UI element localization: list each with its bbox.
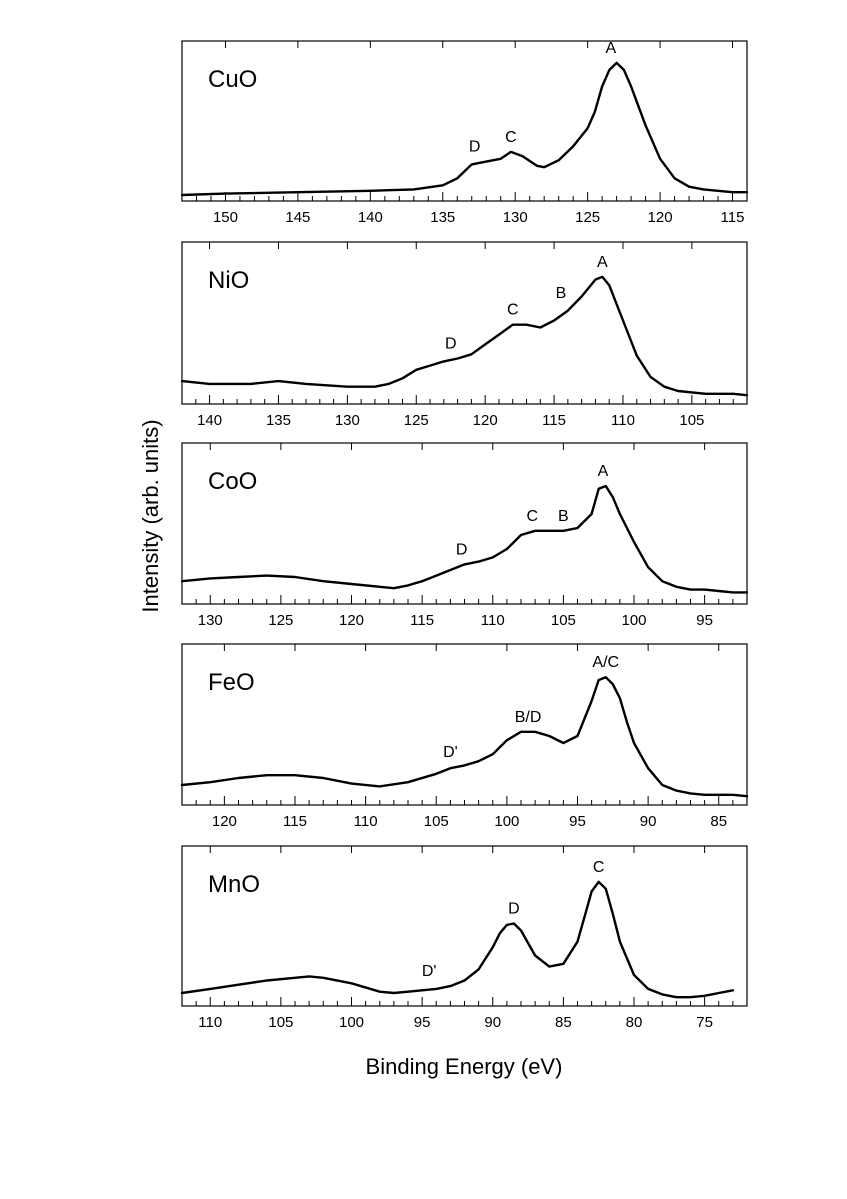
- compound-label: FeO: [208, 669, 255, 696]
- y-axis-title: Intensity (arb. units): [138, 419, 163, 612]
- peak-label: D': [443, 744, 458, 761]
- panel-frame: [181, 845, 748, 1007]
- peak-label: D': [422, 963, 437, 980]
- x-tick-label: 75: [696, 1014, 713, 1031]
- x-tick-label: 120: [473, 412, 498, 429]
- compound-label: MnO: [208, 871, 260, 898]
- x-tick-label: 95: [696, 612, 713, 629]
- x-tick-label: 100: [621, 612, 646, 629]
- x-axis-title: Binding Energy (eV): [366, 1054, 563, 1079]
- peak-label: D: [456, 541, 468, 558]
- x-tick-label: 110: [198, 1014, 222, 1031]
- x-tick-label: 125: [404, 412, 429, 429]
- x-tick-label: 80: [626, 1014, 643, 1031]
- x-tick-label: 125: [268, 612, 293, 629]
- x-tick-label: 140: [197, 412, 222, 429]
- spectrum-line: [180, 61, 749, 197]
- x-tick-label: 125: [575, 209, 600, 226]
- x-tick-label: 130: [503, 209, 528, 226]
- x-tick-label: 105: [551, 612, 576, 629]
- x-tick-label: 110: [481, 612, 505, 629]
- x-tick-label: 90: [484, 1014, 501, 1031]
- x-tick-label: 120: [339, 612, 364, 629]
- x-tick-label: 90: [640, 813, 657, 830]
- compound-label: NiO: [208, 267, 249, 294]
- compound-label: CuO: [208, 66, 257, 93]
- peak-label: A: [598, 463, 609, 480]
- peak-label: A: [597, 254, 608, 271]
- peak-label: D: [508, 901, 520, 918]
- x-tick-label: 85: [710, 813, 727, 830]
- x-tick-label: 115: [283, 813, 307, 830]
- panel-nio: 140 135 130 125 120 115 110 105 NiO D C B A: [180, 241, 749, 429]
- peak-label: B/D: [515, 709, 542, 726]
- x-tick-label: 150: [213, 209, 238, 226]
- panel-coo: 130 125 120 115 110 105 100 95 CoO D C B A: [180, 442, 749, 629]
- x-tick-label: 105: [424, 813, 449, 830]
- x-tick-label: 95: [569, 813, 586, 830]
- peak-label: C: [505, 129, 517, 146]
- x-tick-label: 140: [358, 209, 383, 226]
- x-tick-label: 145: [285, 209, 310, 226]
- x-tick-label: 120: [648, 209, 673, 226]
- spectrum-line: [180, 484, 749, 594]
- peak-label: B: [556, 285, 567, 302]
- x-tick-label: 130: [198, 612, 223, 629]
- spectrum-line: [180, 275, 749, 397]
- x-tick-label: 130: [335, 412, 360, 429]
- peak-label: C: [593, 859, 605, 876]
- panel-frame: [181, 40, 748, 202]
- x-tick-label: 105: [268, 1014, 293, 1031]
- spectrum-line: [180, 676, 749, 798]
- peak-label: C: [527, 508, 539, 525]
- panel-mno: 110 105 100 95 90 85 80 75 MnO D' D C: [180, 845, 748, 1031]
- x-tick-label: 110: [611, 412, 635, 429]
- compound-label: CoO: [208, 468, 257, 495]
- panel-frame: [181, 241, 748, 405]
- panel-cuo: 150 145 140 135 130 125 120 115 CuO D C A: [180, 40, 749, 226]
- x-tick-label: 115: [410, 612, 434, 629]
- x-tick-label: 120: [212, 813, 237, 830]
- peak-label: B: [558, 508, 569, 525]
- x-tick-label: 135: [430, 209, 455, 226]
- x-tick-label: 105: [679, 412, 704, 429]
- spectrum-line: [180, 880, 735, 999]
- x-tick-label: 100: [339, 1014, 364, 1031]
- x-tick-label: 85: [555, 1014, 572, 1031]
- panel-frame: [181, 643, 748, 806]
- panel-feo: 120 115 110 105 100 95 90 85 FeO D' B/D A/C: [180, 643, 749, 830]
- x-tick-label: 100: [494, 813, 519, 830]
- x-tick-label: 110: [354, 813, 378, 830]
- peak-label: A/C: [592, 654, 619, 671]
- x-tick-label: 95: [414, 1014, 431, 1031]
- x-tick-label: 115: [721, 209, 745, 226]
- x-tick-label: 135: [266, 412, 291, 429]
- peak-label: A: [605, 40, 616, 57]
- peak-label: D: [445, 336, 457, 353]
- x-tick-label: 115: [542, 412, 566, 429]
- peak-label: C: [507, 302, 519, 319]
- peak-label: D: [469, 139, 481, 156]
